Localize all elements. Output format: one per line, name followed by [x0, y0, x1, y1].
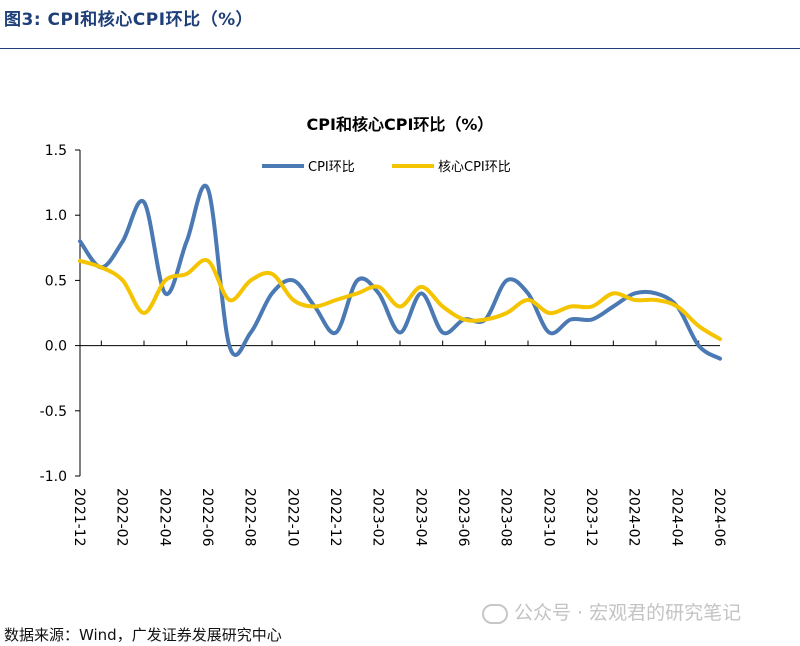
x-tick-label: 2022-10 [284, 488, 300, 547]
x-tick-label: 2023-12 [583, 488, 599, 547]
x-tick-label: 2023-06 [455, 488, 471, 547]
cpi-mom-line [78, 183, 722, 361]
x-tick-label: 2021-12 [71, 488, 87, 547]
figure-header: 图3: CPI和核心CPI环比（%） [0, 0, 800, 49]
x-tick-label: 2022-06 [199, 488, 215, 547]
legend-label: CPI环比 [308, 160, 355, 175]
x-tick-label: 2024-04 [668, 488, 684, 547]
legend-label: 核心CPI环比 [438, 160, 511, 175]
x-tick-label: 2024-02 [626, 488, 642, 547]
x-tick-label: 2023-10 [540, 488, 556, 547]
figure-label: 图3: CPI和核心CPI环比（%） [4, 10, 254, 30]
y-tick-label: 1.5 [45, 143, 67, 159]
watermark: 公众号 · 宏观君的研究笔记 [482, 598, 741, 625]
chart-title: CPI和核心CPI环比（%） [306, 115, 494, 134]
x-tick-label: 2022-08 [242, 488, 258, 547]
y-tick-label: 0.5 [45, 273, 67, 289]
y-tick-label: -1.0 [40, 469, 67, 485]
x-tick-label: 2024-06 [711, 488, 727, 547]
x-tick-label: 2023-08 [498, 488, 514, 547]
y-tick-label: 0.0 [45, 339, 67, 355]
x-tick-label: 2022-04 [156, 488, 172, 547]
y-tick-label: 1.0 [45, 208, 67, 224]
watermark-text: 公众号 · 宏观君的研究笔记 [514, 602, 742, 624]
x-tick-label: 2022-02 [114, 488, 130, 547]
x-tick-label: 2023-04 [412, 488, 428, 547]
data-source-note: 数据来源：Wind，广发证券发展研究中心 [4, 626, 282, 644]
core-cpi-mom-line [78, 258, 722, 342]
y-tick-label: -0.5 [40, 404, 67, 420]
x-tick-label: 2023-02 [370, 488, 386, 547]
x-tick-label: 2022-12 [327, 488, 343, 547]
wechat-icon [482, 603, 508, 624]
